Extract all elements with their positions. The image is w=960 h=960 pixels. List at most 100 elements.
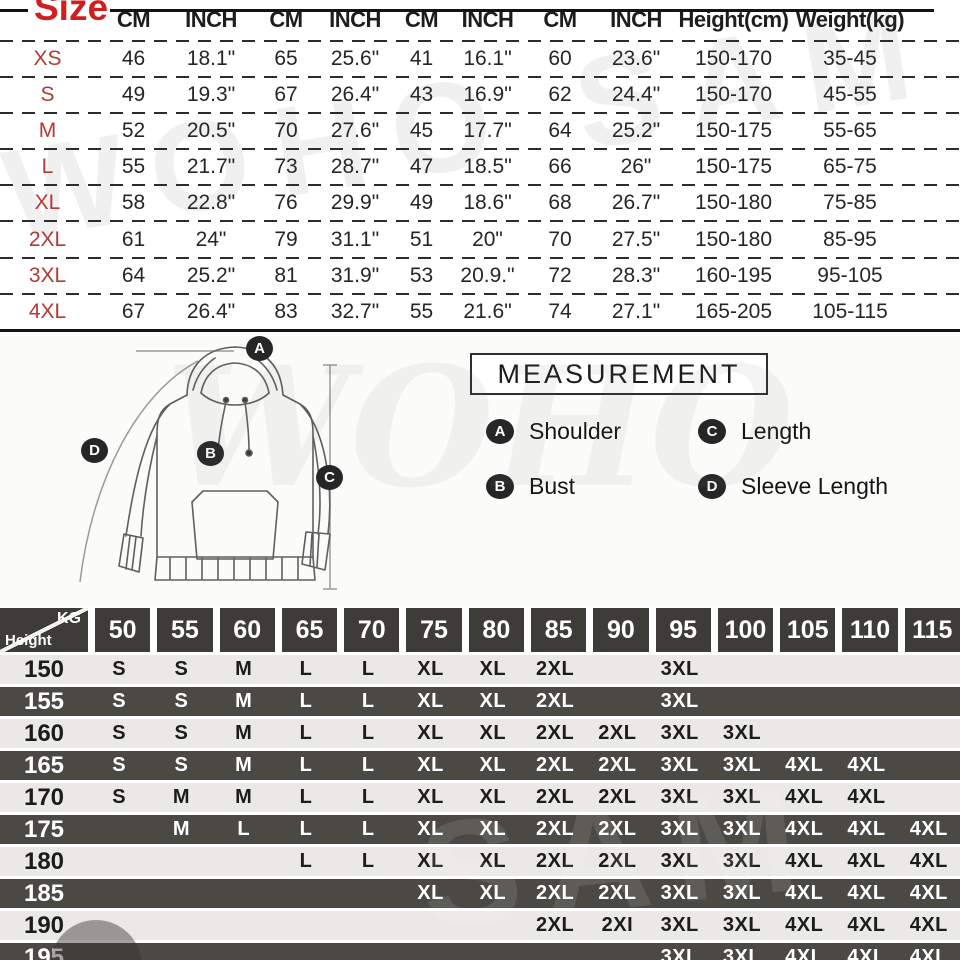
legend-item: D Sleeve Length [698, 470, 888, 502]
matrix-body: 150 S S M L L XL XL 2XL 3XL 155 S S M L L XL XL 2XL 3XL 160 S… [0, 655, 960, 960]
matrix-size-cell: 2XL [536, 850, 575, 872]
matrix-size-cell: L [299, 690, 313, 712]
matrix-size-cell: M [172, 786, 190, 808]
matrix-size-cell: 2XL [536, 786, 575, 808]
size-table-row: XS 46 18.1" 65 25.6" 41 16.1" 60 23.6" 150-170 35-… [0, 42, 960, 76]
size-table-row: 2XL 61 24" 79 31.1" 51 20" 70 27.5" 150-180 85-95 [0, 222, 960, 256]
size-value: 150-180 [694, 191, 773, 215]
matrix-size-cell: M [235, 722, 253, 744]
size-value: 58 [121, 191, 146, 215]
diagram-marker-c: C [316, 465, 343, 490]
size-value: 150-180 [694, 227, 773, 251]
height-row-label: 155 [23, 687, 65, 715]
matrix-size-cell: M [235, 786, 253, 808]
row-divider [0, 148, 960, 151]
size-value: 68 [548, 191, 572, 215]
matrix-size-cell: 3XL [722, 786, 762, 808]
legend-item: B Bust [486, 470, 698, 502]
matrix-size-cell: 2XI [601, 914, 634, 936]
size-value: 28.3" [611, 263, 661, 287]
size-value: 72 [548, 263, 572, 287]
size-value: 20.5" [186, 119, 236, 143]
size-value: 53 [409, 263, 434, 287]
matrix-row: 150 S S M L L XL XL 2XL 3XL [0, 655, 960, 684]
size-value: 150-170 [694, 83, 773, 107]
height-row-label: 180 [23, 847, 65, 875]
matrix-size-cell: 3XL [660, 786, 699, 808]
matrix-size-cell: S [112, 786, 127, 808]
legend-key-badge: C [698, 418, 726, 444]
size-table-row: M 52 20.5" 70 27.6" 45 17.7" 64 25.2" 150-175 55-6… [0, 114, 960, 148]
size-value: 29.9" [330, 191, 380, 215]
height-row-label: 185 [23, 879, 65, 907]
size-value: 79 [274, 227, 298, 251]
size-value: 150-170 [694, 47, 773, 71]
height-weight-matrix-section: KG Height 50 55 60 65 70 75 80 85 90 95 100 105 110 1… [0, 606, 960, 960]
size-value: 26.4" [186, 299, 236, 323]
matrix-corner-cell: KG Height [0, 608, 88, 652]
matrix-size-cell: 4XL [785, 850, 824, 872]
matrix-size-cell: L [361, 690, 375, 712]
size-value: 85-95 [823, 227, 877, 251]
matrix-size-cell: 4XL [785, 818, 824, 840]
size-value: 62 [548, 83, 572, 107]
matrix-size-cell: XL [479, 818, 507, 840]
size-value: 24" [195, 227, 227, 251]
matrix-size-cell: S [174, 658, 189, 680]
matrix-header-row: KG Height 50 55 60 65 70 75 80 85 90 95 100 105 110 1… [0, 608, 960, 652]
matrix-size-cell: S [112, 658, 127, 680]
matrix-size-cell: L [361, 850, 375, 872]
hoodie-sketch [118, 346, 331, 581]
size-value: 70 [548, 227, 572, 251]
size-value: 150-175 [694, 119, 773, 143]
matrix-size-cell: XL [417, 722, 444, 744]
size-label: S [40, 83, 55, 107]
matrix-size-cell: XL [479, 754, 507, 776]
matrix-size-cell: 4XL [847, 754, 886, 776]
matrix-size-cell: 2XL [598, 786, 637, 808]
height-row-label: 170 [23, 783, 65, 811]
row-divider [0, 76, 960, 79]
matrix-size-cell: S [112, 722, 127, 744]
legend-key-badge: A [486, 418, 514, 444]
measurement-section: A B C D MEASUREMENT A Shoulder B Bust C Lengt… [0, 332, 960, 606]
table-bottom-rule [0, 329, 960, 332]
size-table-title: Size [34, 0, 109, 28]
size-value: 20" [472, 227, 503, 251]
matrix-size-cell: L [237, 818, 251, 840]
legend-key-badge: B [486, 473, 514, 499]
matrix-size-cell: L [361, 786, 375, 808]
size-value: 51 [409, 227, 434, 251]
size-value: 47 [409, 155, 434, 179]
matrix-size-cell: 2XL [536, 882, 575, 904]
weight-col-header: 65 [281, 608, 338, 652]
size-value: 83 [274, 299, 298, 323]
matrix-size-cell: S [174, 754, 189, 776]
height-row-label: 165 [23, 751, 65, 779]
matrix-size-cell: 4XL [847, 818, 886, 840]
matrix-size-cell: L [299, 658, 313, 680]
size-value: 55 [409, 299, 434, 323]
matrix-size-cell: 2XL [598, 882, 637, 904]
size-value: 26" [620, 155, 652, 179]
size-value: 150-175 [694, 155, 773, 179]
matrix-row: 195 3XL 3XL 4XL 4XL 4XL [0, 943, 960, 960]
matrix-size-cell: 3XL [722, 850, 762, 872]
size-value: 70 [274, 119, 298, 143]
weight-col-header: 105 [780, 608, 836, 652]
size-value: 45 [409, 119, 434, 143]
matrix-size-cell: L [299, 722, 313, 744]
matrix-size-cell: XL [479, 882, 507, 904]
legend-item: A Shoulder [486, 415, 698, 447]
size-value: 27.1" [611, 299, 661, 323]
matrix-size-cell: 2XL [536, 722, 575, 744]
matrix-size-cell: L [299, 850, 313, 872]
weight-col-header: 95 [655, 608, 711, 652]
row-divider [0, 112, 960, 115]
matrix-size-cell: 3XL [722, 946, 762, 960]
row-divider [0, 256, 960, 259]
matrix-size-cell: 2XL [536, 818, 575, 840]
matrix-size-cell: 3XL [660, 754, 699, 776]
weight-col-header: 80 [468, 608, 524, 652]
